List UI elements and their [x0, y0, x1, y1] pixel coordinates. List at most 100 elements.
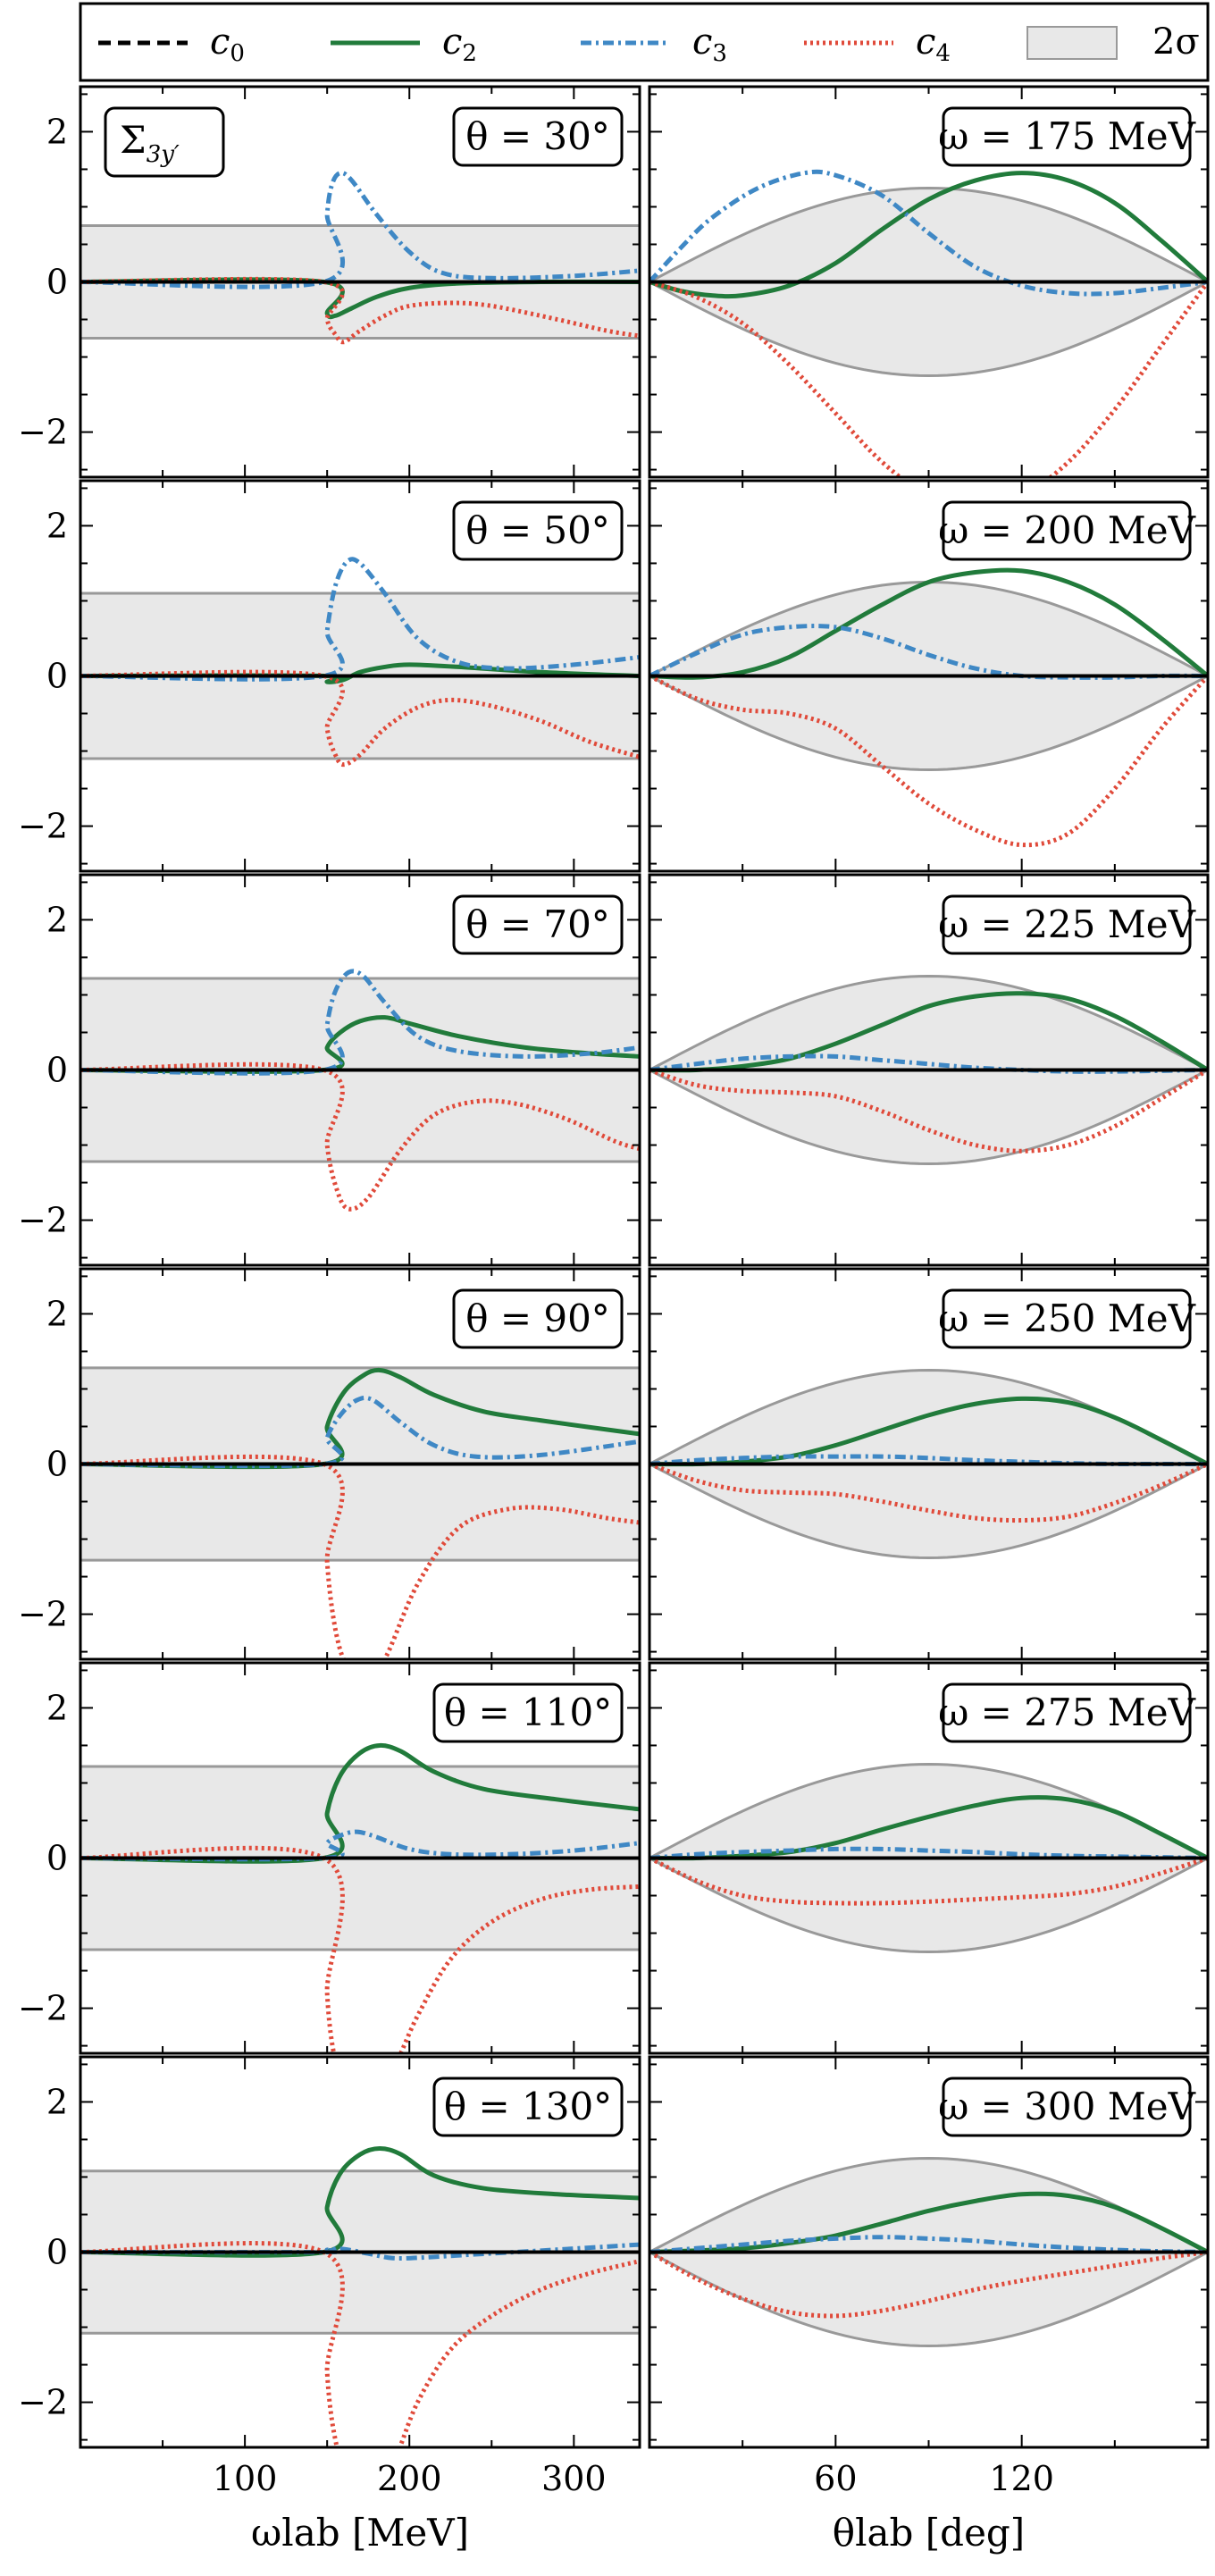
left-panel-4: −2 0 2 θ = 90° [18, 1267, 641, 1661]
panel-label: θ = 50° [465, 508, 610, 552]
y-tick-label: 2 [46, 2082, 68, 2121]
legend-entry-c0: c0 [98, 21, 245, 67]
x-axis-label: ωlab [MeV] [251, 2511, 469, 2555]
panel-label-box [942, 894, 1192, 955]
series-c3 [649, 1053, 1208, 1074]
panel-label-box [942, 1288, 1192, 1349]
y-tick-label: −2 [18, 1595, 68, 1634]
series-c3 [80, 170, 640, 289]
left-panel-3: −2 0 2 θ = 70° [18, 873, 641, 1267]
panel-plot-area [80, 557, 640, 768]
right-panel-2: ω = 200 MeV [648, 479, 1210, 873]
panel-label-box [452, 894, 624, 955]
y-tick-label: 0 [46, 1051, 68, 1090]
left-panel-2: −2 0 2 θ = 50° [18, 479, 641, 873]
legend-entry-2σ: 2σ [1026, 21, 1200, 63]
panel-plot-area [649, 1762, 1208, 1954]
series-c4 [80, 2241, 640, 2447]
panel-label: θ = 70° [465, 902, 610, 946]
panel-label-box [432, 1682, 624, 1743]
series-c3 [649, 1454, 1208, 1467]
x-tick-label: 60 [814, 2459, 857, 2498]
y-tick-label: −2 [18, 1989, 68, 2028]
right-panel-5: ω = 275 MeV [648, 1661, 1210, 2055]
panel-label-box [432, 2077, 624, 2137]
series-c3 [80, 1395, 640, 1469]
series-c4 [649, 1068, 1208, 1154]
series-c2 [649, 1795, 1208, 1861]
panel-label: θ = 130° [444, 2085, 612, 2128]
observable-label-box [104, 106, 225, 178]
left-panel-6: −2 0 2 θ = 130° 100 200 300 ωlab [MeV] [18, 2055, 641, 2555]
panel-label-box [452, 1288, 624, 1349]
y-tick-label: 0 [46, 657, 68, 696]
y-tick-label: 2 [46, 900, 68, 939]
left-panel-5: −2 0 2 θ = 110° [18, 1661, 641, 2055]
panel-plot-area [80, 170, 640, 345]
panel-label: ω = 200 MeV [938, 508, 1196, 552]
y-tick-label: −2 [18, 2383, 68, 2422]
series-c2 [649, 567, 1208, 680]
band-edge-lower [649, 1069, 1208, 1166]
series-c4 [649, 280, 1208, 477]
panel-label: θ = 110° [444, 1691, 612, 1734]
legend: c0 c2 c3 c4 2σ [79, 2, 1210, 82]
panel-plot-area [80, 1366, 640, 1659]
series-c4 [80, 276, 640, 345]
band-edge-lower [649, 1857, 1208, 1954]
band-edge-upper [649, 186, 1208, 283]
series-c3 [649, 1846, 1208, 1860]
band-edge-lower [649, 2251, 1208, 2348]
x-tick-label: 120 [989, 2459, 1054, 2498]
band-edge-lower [649, 281, 1208, 378]
band-edge-lower [649, 1463, 1208, 1560]
panel-label: θ = 30° [465, 114, 610, 158]
x-axis-label: θlab [deg] [833, 2511, 1025, 2555]
series-c2 [649, 2191, 1208, 2254]
y-tick-label: 2 [46, 1294, 68, 1333]
y-tick-label: −2 [18, 1201, 68, 1240]
x-tick-label: 100 [213, 2459, 278, 2498]
panel-plot-area [649, 169, 1208, 477]
y-tick-label: −2 [18, 807, 68, 846]
panel-label: ω = 275 MeV [938, 1691, 1196, 1734]
y-tick-label: −2 [18, 413, 68, 452]
panel-label-box [942, 2077, 1192, 2137]
series-c4 [649, 1856, 1208, 1906]
right-panel-1: ω = 175 MeV [648, 85, 1210, 479]
panel-label: θ = 90° [465, 1296, 610, 1340]
legend-swatch-band [1026, 26, 1118, 60]
panel-plot-area [80, 2146, 640, 2447]
panel-label: ω = 250 MeV [938, 1296, 1196, 1340]
right-panel-6: ω = 300 MeV 60 120 θlab [deg] [648, 2055, 1210, 2555]
panel-plot-area [649, 974, 1208, 1166]
series-c4 [80, 1454, 640, 1659]
y-tick-label: 2 [46, 1688, 68, 1727]
legend-frame [79, 2, 1210, 82]
series-c4 [649, 2250, 1208, 2319]
panel-label: ω = 300 MeV [938, 2085, 1196, 2128]
y-tick-label: 0 [46, 263, 68, 302]
band-edge-upper [649, 974, 1208, 1071]
y-tick-label: 0 [46, 2233, 68, 2272]
panel-label: ω = 175 MeV [938, 114, 1196, 158]
y-tick-label: 2 [46, 112, 68, 151]
panel-label-box [942, 500, 1192, 561]
panel-plot-area [649, 2156, 1208, 2348]
series-c3 [649, 624, 1208, 680]
series-c4 [80, 1061, 640, 1212]
panel-label-box [942, 106, 1192, 167]
series-c4 [649, 674, 1208, 848]
series-c2 [649, 1396, 1208, 1467]
y-tick-label: 0 [46, 1839, 68, 1878]
panel-label-box [942, 1682, 1192, 1743]
legend-label: 2σ [1152, 21, 1200, 63]
series-c4 [80, 669, 640, 768]
y-tick-label: 2 [46, 506, 68, 545]
panel-plot-area [80, 1742, 640, 2053]
series-c2 [649, 991, 1208, 1073]
panel-label: ω = 225 MeV [938, 902, 1196, 946]
x-tick-label: 200 [377, 2459, 442, 2498]
right-panel-4: ω = 250 MeV [648, 1267, 1210, 1661]
